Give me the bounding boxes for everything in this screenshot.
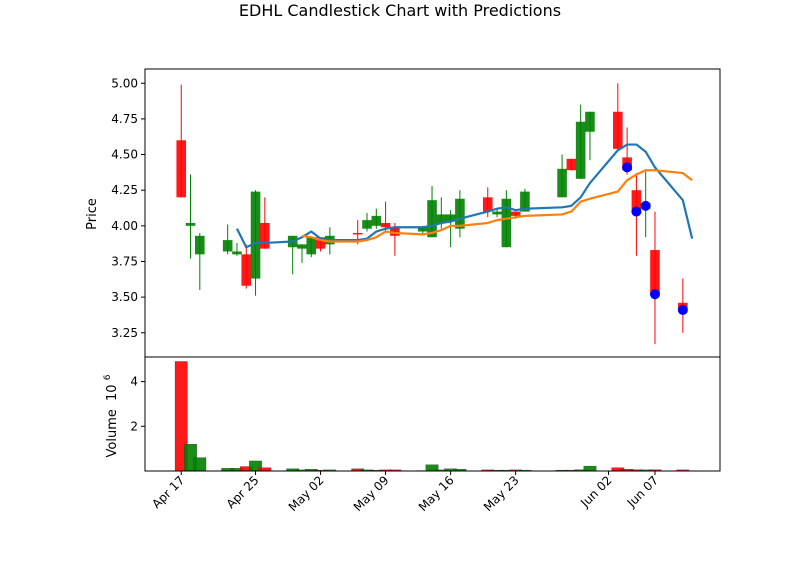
candle-up <box>371 215 382 226</box>
candle-up <box>585 111 595 132</box>
candle-up <box>222 240 233 252</box>
candle-up <box>492 211 502 215</box>
candle-down <box>613 111 623 149</box>
volume-ticks: 24 <box>130 375 145 433</box>
candle-down <box>566 158 577 171</box>
candle-up <box>436 214 447 223</box>
prediction-point <box>677 304 688 315</box>
price-tick-label: 3.25 <box>111 326 138 340</box>
volume-panel: Volume 10 6 24 <box>103 356 721 472</box>
price-tick-label: 4.75 <box>111 112 138 126</box>
price-tick-label: 5.00 <box>111 76 138 90</box>
prediction-points <box>622 162 688 315</box>
series-line-2 <box>301 169 693 243</box>
series-line-1 <box>235 143 694 249</box>
candle-down <box>176 140 187 198</box>
candle-up <box>185 222 196 226</box>
candle-up <box>362 220 372 229</box>
price-panel: Price 3.25 3.50 3.75 4.00 4.25 4.50 4.75 5.00 <box>85 68 721 358</box>
candle-down <box>390 227 400 236</box>
candle-down <box>631 190 642 213</box>
price-tick-label: 4.00 <box>111 219 138 233</box>
candle-up <box>232 251 242 255</box>
price-tick-label: 4.25 <box>111 183 138 197</box>
candle-up <box>520 191 530 212</box>
moving-average-lines <box>235 143 694 249</box>
x-axis-ticks: Apr 17 Apr 25 May 02 May 09 May 16 May 23 Jun … <box>149 471 661 514</box>
candle-up <box>557 168 567 198</box>
candle-down <box>380 222 391 228</box>
prediction-point <box>622 162 633 173</box>
candle-up <box>297 244 307 249</box>
x-tick-label: May 16 <box>416 473 457 514</box>
candle-up <box>250 191 261 279</box>
x-tick-label: May 02 <box>286 473 327 514</box>
price-tick-label: 4.50 <box>111 148 138 162</box>
candle-up <box>445 214 456 222</box>
chart-title: EDHL Candlestick Chart with Predictions <box>239 1 561 20</box>
x-tick-label: Jun 07 <box>624 473 661 510</box>
volume-scale-exponent: 6 <box>103 374 113 380</box>
candle-up <box>417 227 428 232</box>
volume-axis-title: Volume <box>105 409 120 457</box>
volume-scale-base: 10 <box>105 384 120 401</box>
volume-bars <box>174 361 690 472</box>
candle-up <box>306 237 317 255</box>
price-tick-label: 3.75 <box>111 254 138 268</box>
volume-bar <box>583 465 597 472</box>
price-tick-label: 3.50 <box>111 290 138 304</box>
prediction-point <box>631 206 642 217</box>
candles <box>176 83 688 345</box>
prediction-point <box>649 289 660 300</box>
price-ticks: 3.25 3.50 3.75 4.00 4.25 4.50 4.75 5.00 <box>111 76 145 340</box>
volume-plot-frame <box>144 356 721 472</box>
volume-tick-label: 4 <box>130 375 138 389</box>
price-axis-label: Price <box>85 198 100 230</box>
volume-tick-label: 2 <box>130 419 138 433</box>
candle-down <box>260 222 270 249</box>
candle-up <box>195 235 205 255</box>
x-tick-label: Jun 02 <box>577 473 614 510</box>
candle-up <box>427 200 437 238</box>
volume-bar <box>193 457 207 472</box>
x-tick-label: Apr 25 <box>224 473 262 511</box>
candle-down <box>510 211 521 216</box>
candle-down <box>241 254 252 286</box>
volume-axis-label: Volume 10 6 <box>103 374 120 457</box>
candle-down <box>650 250 660 295</box>
volume-bar <box>258 467 272 472</box>
x-tick-label: May 23 <box>481 473 522 514</box>
candle-down <box>482 197 493 212</box>
prediction-point <box>640 200 651 211</box>
candle-up <box>455 198 465 229</box>
candle-down <box>352 232 363 235</box>
candle-up <box>501 198 512 248</box>
x-tick-label: Apr 17 <box>149 473 187 511</box>
candle-up <box>575 121 586 179</box>
x-tick-label: May 09 <box>351 473 392 514</box>
candle-down <box>315 237 326 249</box>
svg-text:Volume 10 6: Volume 10 6 <box>103 374 120 457</box>
